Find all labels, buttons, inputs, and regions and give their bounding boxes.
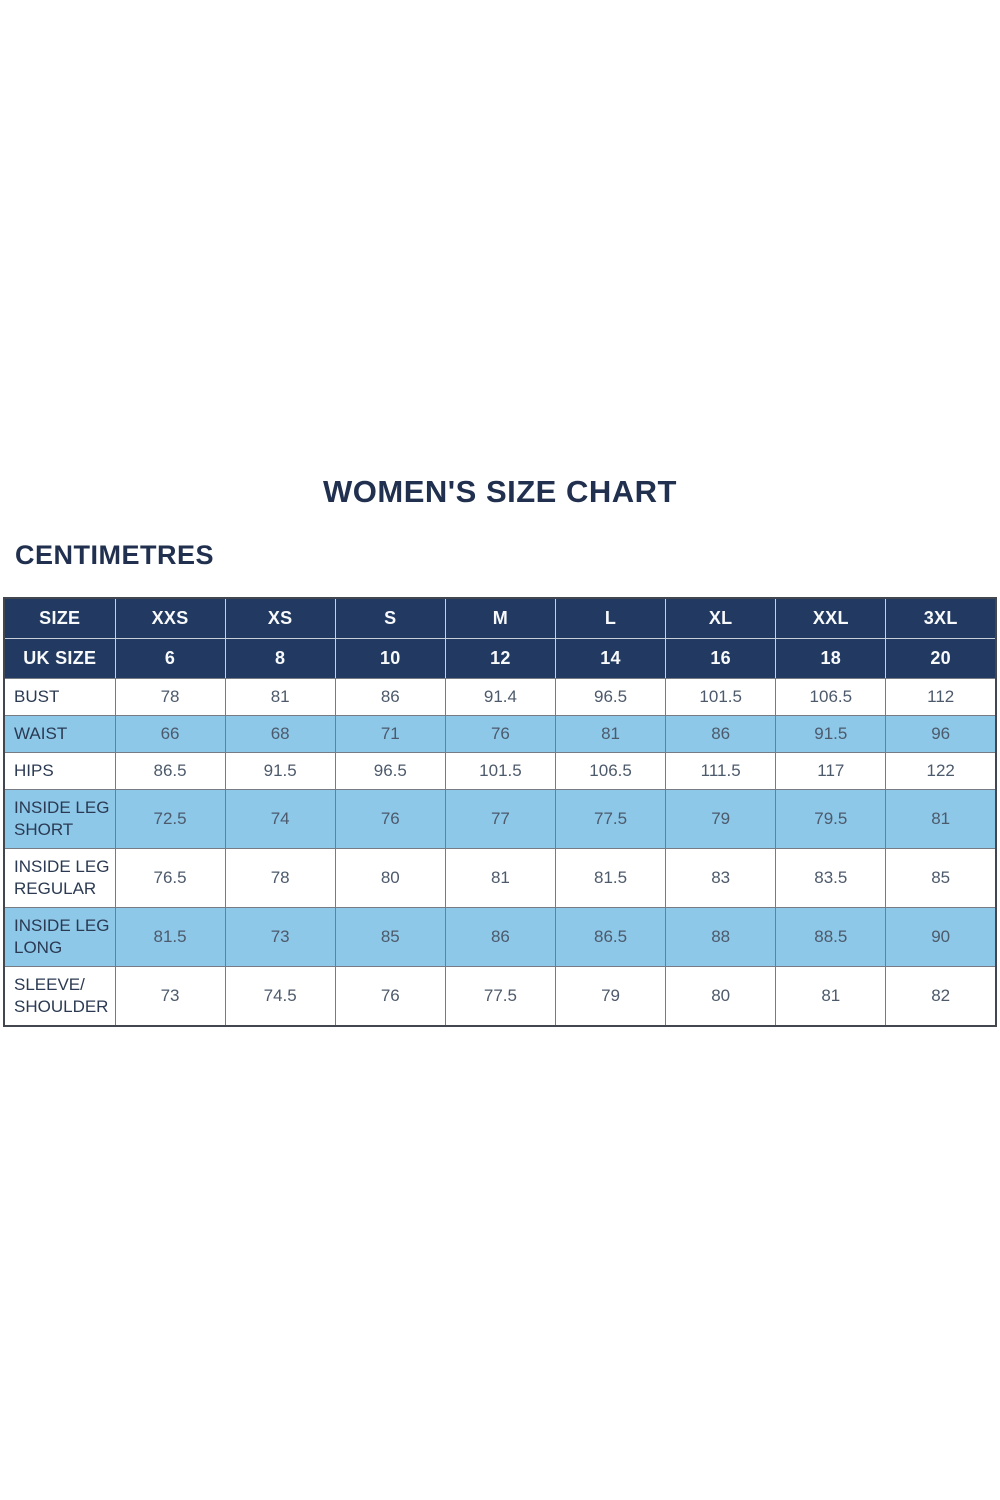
table-row: WAIST 66 68 71 76 81 86 91.5 96 <box>3 715 997 753</box>
value-cell: 91.5 <box>775 715 887 753</box>
header-cell: S <box>334 597 446 639</box>
value-cell: 106.5 <box>775 678 887 716</box>
value-cell: 111.5 <box>665 752 777 790</box>
header-cell: 3XL <box>885 597 997 639</box>
header-cell: 10 <box>334 638 446 679</box>
value-cell: 86 <box>334 678 446 716</box>
value-cell: 76 <box>334 966 446 1027</box>
value-cell: 122 <box>885 752 997 790</box>
value-cell: 72.5 <box>114 789 226 849</box>
value-cell: 86.5 <box>554 907 667 967</box>
value-cell: 81.5 <box>114 907 226 967</box>
uk-size-header-row: UK SIZE 6 8 10 12 14 16 18 20 <box>3 638 997 679</box>
value-cell: 80 <box>665 966 777 1027</box>
value-cell: 79 <box>665 789 777 849</box>
header-cell: 12 <box>444 638 557 679</box>
value-cell: 80 <box>334 848 446 908</box>
value-cell: 96.5 <box>554 678 667 716</box>
table-row: BUST 78 81 86 91.4 96.5 101.5 106.5 112 <box>3 678 997 716</box>
row-label: BUST <box>3 678 116 716</box>
header-cell: M <box>444 597 557 639</box>
value-cell: 96.5 <box>334 752 446 790</box>
value-cell: 91.4 <box>444 678 557 716</box>
value-cell: 79.5 <box>775 789 887 849</box>
unit-label: CENTIMETRES <box>15 540 215 570</box>
row-label: INSIDE LEG REGULAR <box>3 848 116 908</box>
row-label: WAIST <box>3 715 116 753</box>
value-cell: 73 <box>224 907 336 967</box>
value-cell: 88.5 <box>775 907 887 967</box>
header-cell: 16 <box>665 638 777 679</box>
value-cell: 96 <box>885 715 997 753</box>
value-cell: 81 <box>554 715 667 753</box>
value-cell: 86.5 <box>114 752 226 790</box>
value-cell: 112 <box>885 678 997 716</box>
table-row: HIPS 86.5 91.5 96.5 101.5 106.5 111.5 117 122 <box>3 752 997 790</box>
value-cell: 66 <box>114 715 226 753</box>
value-cell: 76 <box>334 789 446 849</box>
header-cell: XXS <box>114 597 226 639</box>
value-cell: 78 <box>224 848 336 908</box>
value-cell: 77.5 <box>554 789 667 849</box>
value-cell: 91.5 <box>224 752 336 790</box>
table-row: INSIDE LEG SHORT 72.5 74 76 77 77.5 79 79.5 81 <box>3 789 997 849</box>
value-cell: 101.5 <box>665 678 777 716</box>
value-cell: 76 <box>444 715 557 753</box>
value-cell: 77.5 <box>444 966 557 1027</box>
table-body: BUST 78 81 86 91.4 96.5 101.5 106.5 112 WAIST 66 68… <box>3 678 997 1027</box>
value-cell: 81 <box>885 789 997 849</box>
header-cell: 18 <box>775 638 887 679</box>
value-cell: 85 <box>885 848 997 908</box>
value-cell: 81 <box>444 848 557 908</box>
value-cell: 76.5 <box>114 848 226 908</box>
value-cell: 81.5 <box>554 848 667 908</box>
value-cell: 74.5 <box>224 966 336 1027</box>
header-cell: XS <box>224 597 336 639</box>
header-cell: 6 <box>114 638 226 679</box>
value-cell: 74 <box>224 789 336 849</box>
size-chart-table: SIZE XXS XS S M L XL XXL 3XL UK SIZE 6 8 10 12 14 16 18 2… <box>3 597 997 1027</box>
row-label: HIPS <box>3 752 116 790</box>
value-cell: 85 <box>334 907 446 967</box>
table-header: SIZE XXS XS S M L XL XXL 3XL UK SIZE 6 8 10 12 14 16 18 2… <box>3 597 997 679</box>
value-cell: 78 <box>114 678 226 716</box>
value-cell: 88 <box>665 907 777 967</box>
value-cell: 81 <box>224 678 336 716</box>
value-cell: 81 <box>775 966 887 1027</box>
header-cell: 8 <box>224 638 336 679</box>
header-cell: XL <box>665 597 777 639</box>
header-cell: XXL <box>775 597 887 639</box>
page-title: WOMEN'S SIZE CHART <box>323 474 677 509</box>
value-cell: 68 <box>224 715 336 753</box>
size-header-row: SIZE XXS XS S M L XL XXL 3XL <box>3 597 997 639</box>
header-cell: 14 <box>554 638 667 679</box>
table-row: INSIDE LEG REGULAR 76.5 78 80 81 81.5 83 83.5 85 <box>3 848 997 908</box>
value-cell: 86 <box>665 715 777 753</box>
value-cell: 82 <box>885 966 997 1027</box>
value-cell: 90 <box>885 907 997 967</box>
row-label: INSIDE LEG LONG <box>3 907 116 967</box>
value-cell: 101.5 <box>444 752 557 790</box>
table-row: SLEEVE/ SHOULDER 73 74.5 76 77.5 79 80 81 82 <box>3 966 997 1027</box>
header-cell: L <box>554 597 667 639</box>
header-cell: 20 <box>885 638 997 679</box>
value-cell: 79 <box>554 966 667 1027</box>
row-label: SLEEVE/ SHOULDER <box>3 966 116 1027</box>
value-cell: 77 <box>444 789 557 849</box>
value-cell: 83 <box>665 848 777 908</box>
header-row-label: SIZE <box>3 597 116 639</box>
value-cell: 71 <box>334 715 446 753</box>
row-label: INSIDE LEG SHORT <box>3 789 116 849</box>
value-cell: 86 <box>444 907 557 967</box>
value-cell: 117 <box>775 752 887 790</box>
value-cell: 83.5 <box>775 848 887 908</box>
table-row: INSIDE LEG LONG 81.5 73 85 86 86.5 88 88.5 90 <box>3 907 997 967</box>
header-row-label: UK SIZE <box>3 638 116 679</box>
value-cell: 106.5 <box>554 752 667 790</box>
value-cell: 73 <box>114 966 226 1027</box>
